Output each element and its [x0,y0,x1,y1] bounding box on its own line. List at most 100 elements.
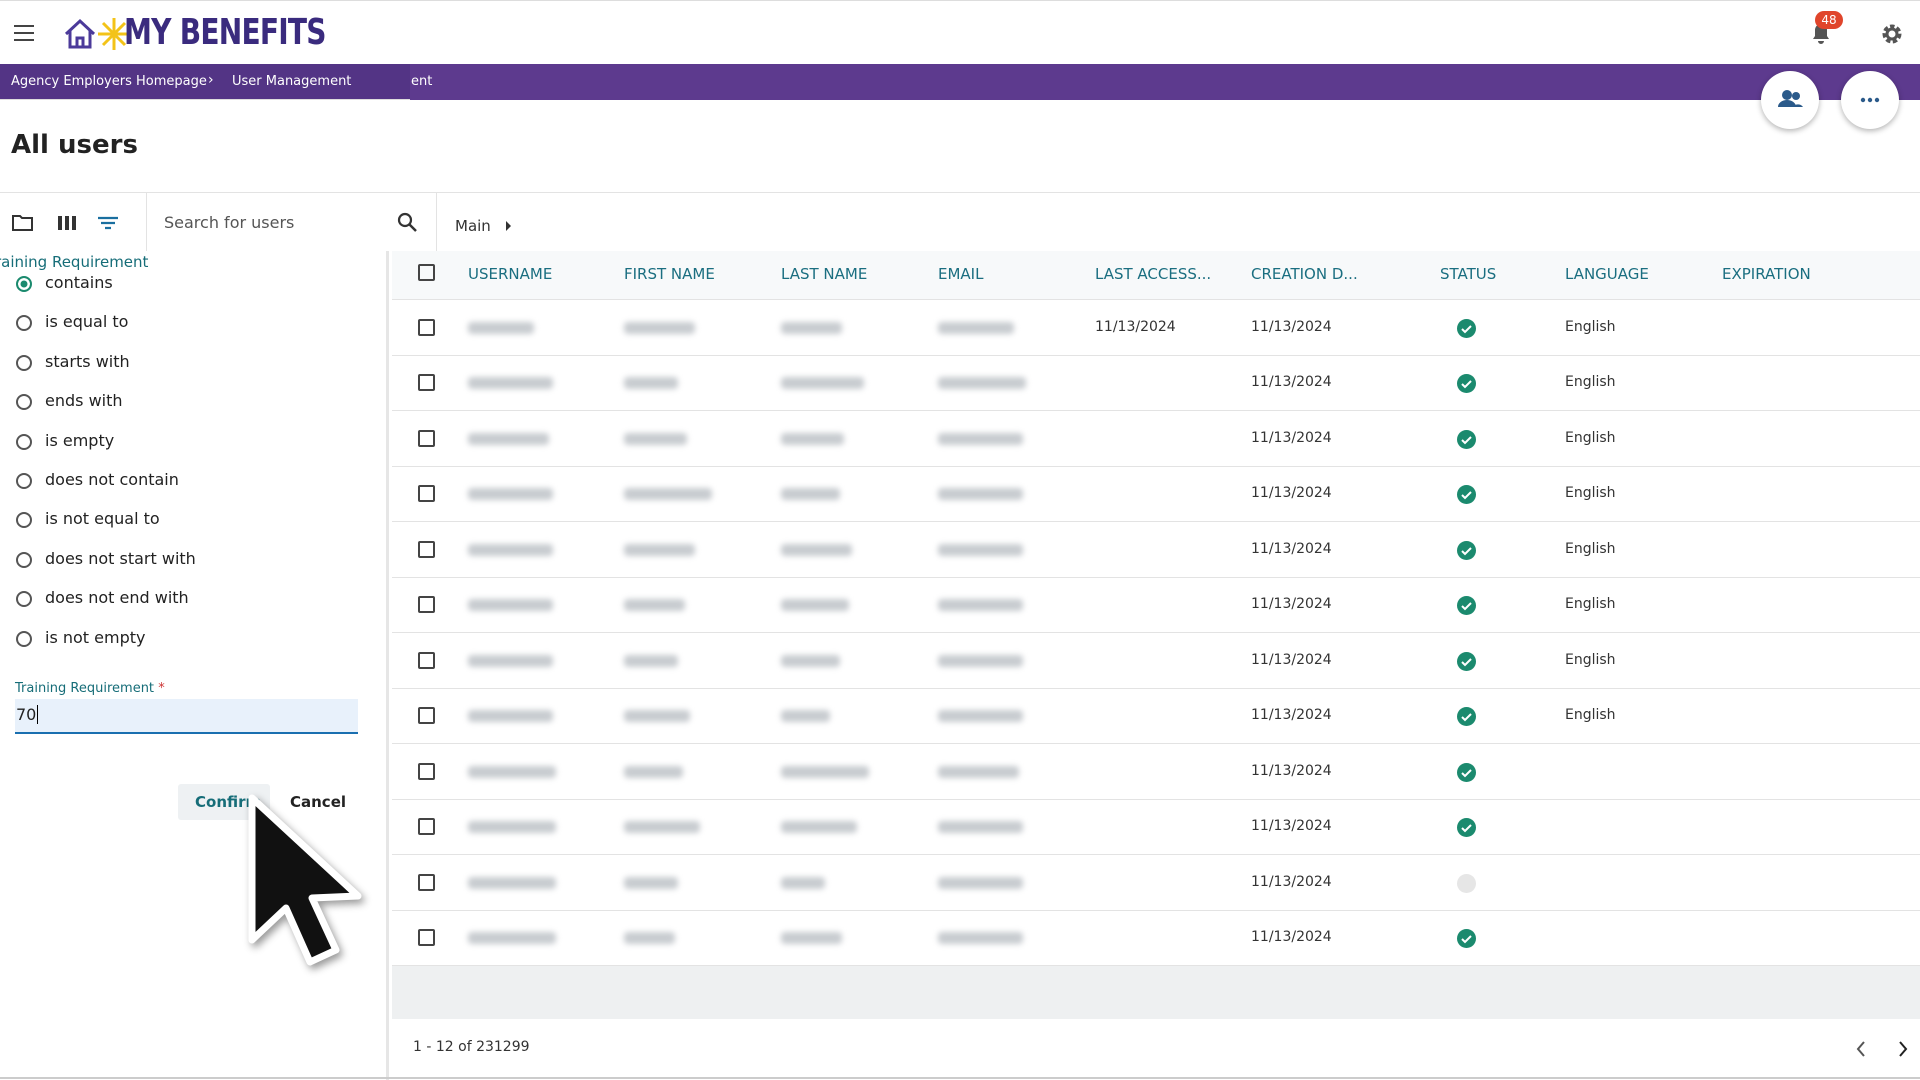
radio-label[interactable]: ends with [45,391,123,411]
row-checkbox[interactable] [418,374,435,392]
row-checkbox[interactable] [418,540,435,558]
creation-date: 11/13/2024 [1251,540,1332,557]
row-checkbox[interactable] [418,596,435,614]
creation-date: 11/13/2024 [1251,929,1332,946]
view-selector[interactable]: Main [455,217,491,235]
toolbar-divider [146,192,147,251]
radio-label[interactable]: does not start with [45,548,196,568]
blurred-text [468,321,534,334]
radio-button[interactable] [16,354,32,371]
radio-button[interactable] [16,394,32,411]
radio-button[interactable] [16,512,32,529]
radio-button[interactable] [16,433,32,450]
row-checkbox[interactable] [418,762,435,780]
row-checkbox[interactable] [418,429,435,447]
radio-button[interactable] [16,276,32,292]
radio-label[interactable]: does not contain [45,470,179,489]
column-header[interactable]: EXPIRATION [1722,265,1811,283]
radio-label[interactable]: contains [45,273,113,292]
row-checkbox[interactable] [418,485,435,503]
column-header[interactable]: EMAIL [938,265,984,283]
blurred-text [624,710,690,723]
required-mark: * [158,681,165,696]
breadcrumb-current[interactable]: User Management [232,74,352,89]
radio-label[interactable]: is not equal to [45,509,160,529]
pagination-arrows[interactable] [1850,1038,1920,1060]
breadcrumb-overlay [0,64,410,100]
blurred-text [781,321,842,334]
radio-button[interactable] [16,591,32,608]
column-header[interactable]: LAST ACCESS... [1095,265,1212,283]
blurred-text [468,821,556,834]
table-row [392,689,1920,744]
notification-badge: 48 [1815,11,1843,29]
blurred-text [938,599,1024,612]
row-checkbox[interactable] [418,818,435,836]
check-mark [1461,657,1472,667]
status-icon [1457,929,1476,949]
language: English [1565,707,1616,724]
menu-icon[interactable] [12,22,36,44]
blurred-text [468,543,554,556]
last-access: 11/13/2024 [1095,318,1176,335]
table-row [392,578,1920,633]
row-checkbox[interactable] [418,707,435,725]
column-header[interactable]: FIRST NAME [624,265,715,283]
creation-date: 11/13/2024 [1251,374,1332,391]
row-checkbox[interactable] [418,651,435,669]
radio-label[interactable]: is not empty [45,627,146,647]
status-icon [1457,318,1476,338]
logo-icon[interactable] [62,14,132,54]
table-row [392,855,1920,911]
search-input[interactable]: Search for users [164,213,295,232]
cancel-button[interactable]: Cancel [290,793,347,811]
blurred-text [781,765,869,778]
blurred-text [468,932,556,945]
radio-button[interactable] [16,551,32,568]
more-button[interactable] [1841,71,1899,129]
check-mark [1461,602,1472,611]
column-header[interactable]: USERNAME [468,265,553,283]
bell-icon[interactable] [1808,20,1834,46]
toolbar-icons[interactable] [10,210,130,236]
blurred-text [938,377,1026,390]
status-icon [1457,374,1476,394]
status-icon [1457,485,1476,505]
language: English [1565,318,1616,335]
radio-label[interactable]: does not end with [45,588,189,608]
column-header[interactable]: LAST NAME [781,265,868,283]
filter-field: Training Requirement [0,253,149,271]
search-icon[interactable] [395,210,419,234]
column-header[interactable]: STATUS [1440,265,1497,283]
row-checkbox[interactable] [418,873,435,891]
blurred-text [781,543,852,556]
blurred-text [781,432,845,445]
blurred-text [624,543,695,556]
table-row [392,467,1920,522]
users-button[interactable] [1761,71,1819,129]
radio-label[interactable]: starts with [45,351,130,371]
column-header[interactable]: CREATION D... [1251,265,1358,283]
column-header[interactable]: LANGUAGE [1565,265,1649,283]
row-checkbox[interactable] [418,318,435,336]
radio-button[interactable] [16,473,32,489]
header-checkbox[interactable] [418,264,435,281]
settings-icon[interactable] [1880,22,1904,46]
blurred-text [781,710,830,723]
creation-date: 11/13/2024 [1251,651,1332,668]
blurred-text [624,932,676,945]
table-row [392,411,1920,467]
text-input[interactable]: 70 [15,699,358,734]
check-mark [1461,491,1472,500]
table-row [392,800,1920,855]
mouse-cursor [248,794,362,966]
status-icon [1457,651,1476,671]
radio-button[interactable] [16,315,32,332]
radio-label[interactable]: is equal to [45,312,129,332]
logo-text[interactable]: MY BENEFITS [124,12,327,53]
radio-button[interactable] [16,630,32,647]
row-checkbox[interactable] [418,929,435,947]
breadcrumb-link[interactable]: Agency Employers Homepage [11,74,207,89]
radio-label[interactable]: is empty [45,430,115,450]
table-row [392,522,1920,578]
